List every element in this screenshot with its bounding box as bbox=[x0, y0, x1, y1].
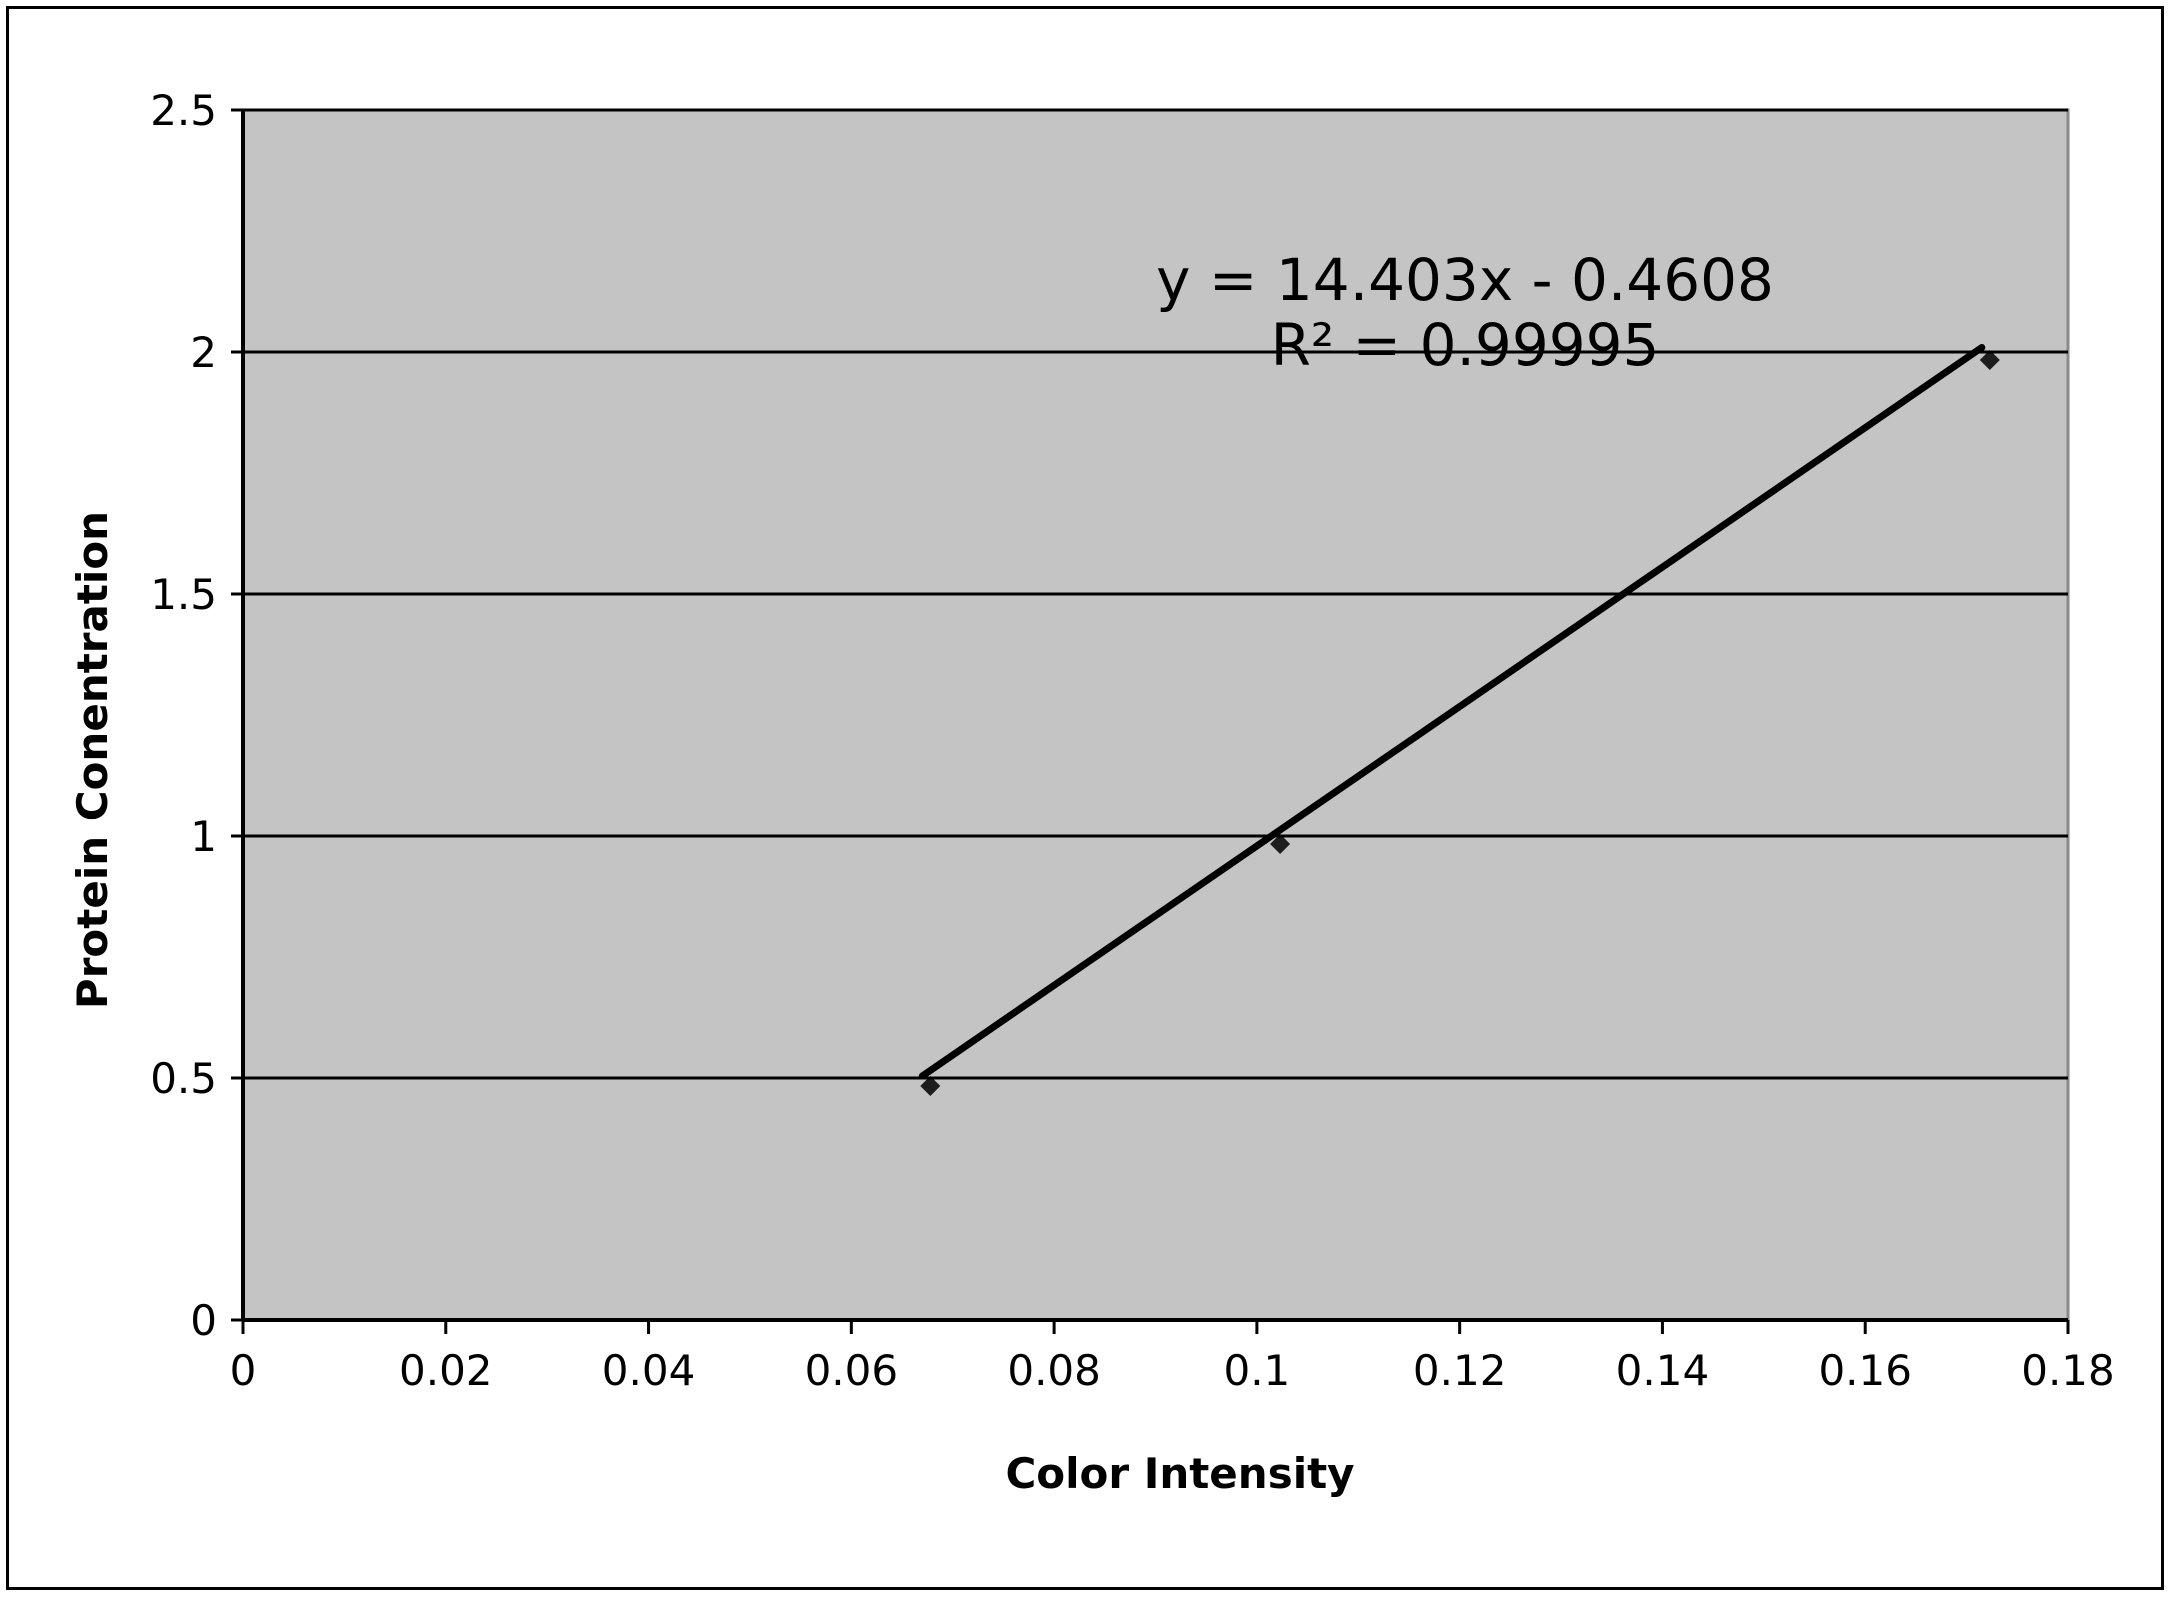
x-axis-title: Color Intensity bbox=[1005, 1449, 1354, 1498]
plot-area bbox=[241, 108, 2070, 1322]
x-tick-label: 0.06 bbox=[805, 1346, 899, 1395]
y-tick-label: 1 bbox=[190, 812, 217, 861]
axes bbox=[241, 110, 2068, 1322]
x-tick-label: 0.08 bbox=[1007, 1346, 1101, 1395]
y-tick-label: 0 bbox=[190, 1296, 217, 1345]
data-point bbox=[920, 1076, 941, 1096]
data-point bbox=[1979, 350, 2000, 370]
x-tick-label: 0.12 bbox=[1413, 1346, 1507, 1395]
y-axis-title: Protein Conentration bbox=[68, 511, 117, 1009]
trendline-r-squared: R² = 0.99995 bbox=[1271, 311, 1660, 379]
data-point bbox=[1270, 834, 1291, 854]
trendline-equation: y = 14.403x - 0.4608 bbox=[1156, 246, 1774, 314]
x-tick-label: 0.16 bbox=[1818, 1346, 1912, 1395]
x-tick-label: 0.04 bbox=[602, 1346, 696, 1395]
x-tick-label: 0.02 bbox=[399, 1346, 493, 1395]
x-tick-label: 0.14 bbox=[1616, 1346, 1710, 1395]
trendline bbox=[918, 343, 1986, 1080]
x-axis-ticks: 0 0.02 0.04 0.06 0.08 0.1 0.12 0.14 0.16 0.18 bbox=[230, 1320, 2115, 1395]
data-points bbox=[920, 350, 2000, 1096]
gridlines bbox=[243, 108, 2068, 1080]
y-tick-label: 0.5 bbox=[150, 1054, 217, 1103]
x-tick-label: 0.18 bbox=[2021, 1346, 2115, 1395]
x-tick-label: 0.1 bbox=[1223, 1346, 1290, 1395]
y-tick-label: 2 bbox=[190, 328, 217, 377]
y-tick-label: 2.5 bbox=[150, 86, 217, 135]
y-axis-ticks: 0 0.5 1 1.5 2 2.5 bbox=[150, 86, 243, 1345]
x-tick-label: 0 bbox=[230, 1346, 257, 1395]
y-tick-label: 1.5 bbox=[150, 570, 217, 619]
